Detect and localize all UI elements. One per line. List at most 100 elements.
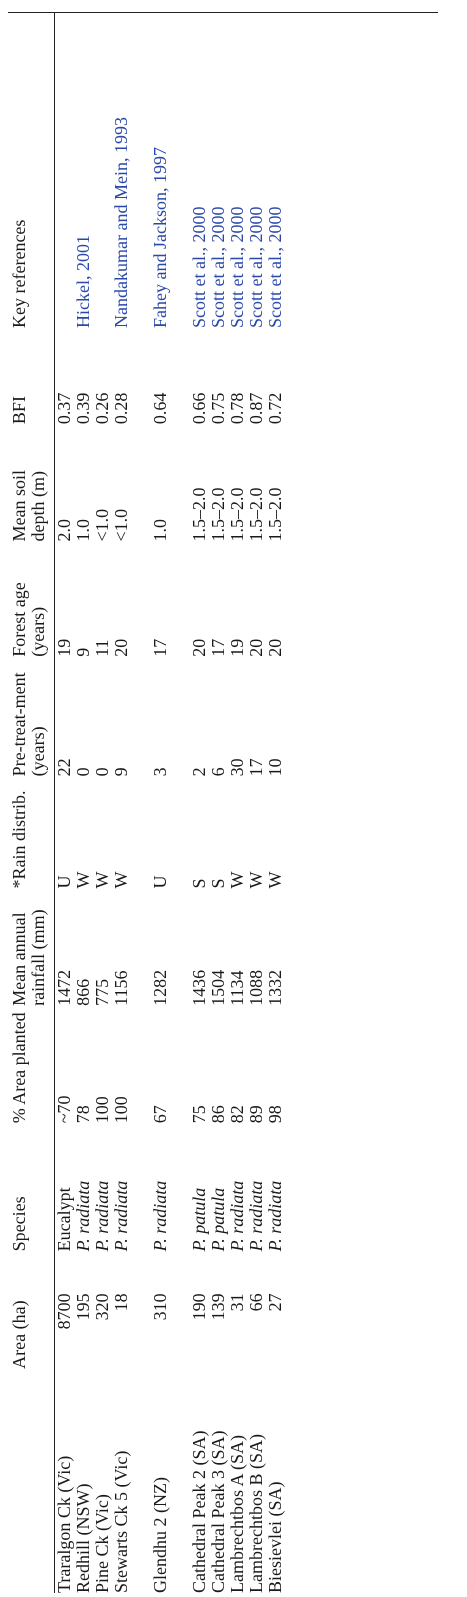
cell-bfi: 0.37 bbox=[54, 392, 74, 425]
cell-rainfall: 1282 bbox=[150, 969, 170, 1006]
cell-forest-age: 17 bbox=[150, 638, 170, 657]
cell-catchment: Lambrechtbos A (SA) bbox=[227, 1435, 247, 1593]
header-forest-age: Forest age (years) bbox=[9, 582, 48, 657]
cell-area: 8700 bbox=[54, 1293, 74, 1330]
cell-refs: Scott et al., 2000 bbox=[189, 206, 209, 328]
cell-rain-distrib: W bbox=[227, 871, 247, 889]
cell-area-planted: ~70 bbox=[54, 1095, 74, 1124]
header-refs: Key references bbox=[9, 219, 29, 328]
cell-area: 320 bbox=[92, 1293, 112, 1321]
cell-area-planted: 100 bbox=[111, 1096, 131, 1124]
cell-catchment: Biesievlei (SA) bbox=[265, 1481, 285, 1593]
table-row: Biesievlei (SA) 27 P. radiata 98 1332 W … bbox=[265, 13, 285, 1593]
catchment-table: Area (ha) Species % Area planted Mean an… bbox=[6, 13, 285, 1593]
cell-rain-distrib: U bbox=[54, 875, 74, 889]
cell-area-planted: 82 bbox=[227, 1105, 247, 1124]
cell-species: P. radiata bbox=[227, 1180, 247, 1252]
cell-rain-distrib: U bbox=[150, 875, 170, 889]
cell-pretreatment: 17 bbox=[246, 758, 266, 777]
cell-catchment: Glendhu 2 (NZ) bbox=[150, 1477, 170, 1593]
header-soil-depth: Mean soil depth (m) bbox=[9, 470, 48, 542]
cell-rain-distrib: S bbox=[189, 878, 209, 889]
cell-forest-age: 20 bbox=[265, 638, 285, 657]
cell-rainfall: 1472 bbox=[54, 969, 74, 1006]
cell-forest-age: 11 bbox=[92, 639, 112, 657]
cell-area: 139 bbox=[208, 1293, 228, 1321]
cell-soil-depth: <1.0 bbox=[111, 508, 131, 542]
cell-pretreatment: 6 bbox=[208, 767, 228, 777]
cell-area: 190 bbox=[189, 1293, 209, 1321]
header-bfi: BFI bbox=[9, 396, 29, 425]
cell-forest-age: 20 bbox=[189, 638, 209, 657]
cell-catchment: Lambrechtbos B (SA) bbox=[246, 1434, 266, 1593]
table-row: Redhill (NSW) 195 P. radiata 78 866 W 0 … bbox=[73, 13, 93, 1593]
cell-refs: Scott et al., 2000 bbox=[208, 206, 228, 328]
cell-area: 31 bbox=[227, 1293, 247, 1312]
cell-soil-depth: 2.0 bbox=[54, 519, 74, 542]
cell-catchment: Pine Ck (Vic) bbox=[92, 1494, 112, 1593]
header-area-planted: % Area planted bbox=[9, 1012, 29, 1124]
cell-forest-age: 20 bbox=[246, 638, 266, 657]
table-row: Traralgon Ck (Vic) 8700 Eucalypt ~70 147… bbox=[54, 13, 75, 1593]
cell-rain-distrib: W bbox=[92, 871, 112, 889]
cell-bfi: 0.64 bbox=[150, 392, 170, 425]
cell-refs: Fahey and Jackson, 1997 bbox=[150, 147, 170, 328]
cell-bfi: 0.75 bbox=[208, 392, 228, 425]
header-row: Area (ha) Species % Area planted Mean an… bbox=[6, 13, 55, 1593]
cell-soil-depth: 1.5–2.0 bbox=[189, 487, 209, 542]
cell-pretreatment: 3 bbox=[150, 767, 170, 777]
table-row: Cathedral Peak 2 (SA) 190 P. patula 75 1… bbox=[170, 13, 209, 1593]
table-row: Glendhu 2 (NZ) 310 P. radiata 67 1282 U … bbox=[131, 13, 170, 1593]
header-rainfall: Mean annual rainfall (mm) bbox=[9, 909, 48, 1006]
cell-pretreatment: 30 bbox=[227, 758, 247, 777]
cell-catchment: Traralgon Ck (Vic) bbox=[54, 1455, 74, 1593]
cell-soil-depth: 1.5–2.0 bbox=[227, 487, 247, 542]
cell-rainfall: 866 bbox=[73, 978, 93, 1006]
cell-refs: Nandakumar and Mein, 1993 bbox=[111, 117, 131, 328]
cell-bfi: 0.26 bbox=[92, 392, 112, 425]
cell-rainfall: 1436 bbox=[189, 969, 209, 1006]
cell-species: P. radiata bbox=[265, 1180, 285, 1252]
cell-soil-depth: 1.5–2.0 bbox=[208, 487, 228, 542]
table-row: Pine Ck (Vic) 320 P. radiata 100 775 W 0… bbox=[92, 13, 112, 1593]
cell-pretreatment: 10 bbox=[265, 758, 285, 777]
cell-area-planted: 98 bbox=[265, 1105, 285, 1124]
cell-species: P. radiata bbox=[73, 1180, 93, 1252]
cell-refs: Scott et al., 2000 bbox=[227, 206, 247, 328]
cell-area-planted: 89 bbox=[246, 1105, 266, 1124]
cell-pretreatment: 2 bbox=[189, 767, 209, 777]
cell-area-planted: 100 bbox=[92, 1096, 112, 1124]
cell-area-planted: 78 bbox=[73, 1105, 93, 1124]
cell-refs bbox=[55, 13, 75, 328]
cell-pretreatment: 22 bbox=[54, 758, 74, 777]
table-row: Lambrechtbos B (SA) 66 P. radiata 89 108… bbox=[246, 13, 266, 1593]
cell-species: P. radiata bbox=[111, 1180, 131, 1252]
cell-bfi: 0.87 bbox=[246, 392, 266, 425]
cell-rain-distrib: W bbox=[73, 871, 93, 889]
table-row: Cathedral Peak 3 (SA) 139 P. patula 86 1… bbox=[208, 13, 228, 1593]
cell-pretreatment: 9 bbox=[111, 767, 131, 777]
cell-rain-distrib: W bbox=[265, 871, 285, 889]
cell-refs bbox=[93, 13, 112, 328]
cell-bfi: 0.66 bbox=[189, 392, 209, 425]
cell-rainfall: 1088 bbox=[246, 969, 266, 1006]
cell-area: 310 bbox=[150, 1293, 170, 1321]
cell-catchment: Cathedral Peak 2 (SA) bbox=[189, 1430, 209, 1593]
cell-area-planted: 75 bbox=[189, 1105, 209, 1124]
cell-rainfall: 1156 bbox=[111, 970, 131, 1006]
cell-catchment: Stewarts Ck 5 (Vic) bbox=[111, 1450, 131, 1593]
cell-bfi: 0.78 bbox=[227, 392, 247, 425]
cell-species: P. radiata bbox=[150, 1180, 170, 1252]
header-species: Species bbox=[9, 1196, 29, 1252]
cell-rainfall: 1134 bbox=[227, 970, 247, 1006]
header-catchment bbox=[6, 1369, 55, 1593]
cell-area: 18 bbox=[111, 1293, 131, 1312]
cell-forest-age: 20 bbox=[111, 638, 131, 657]
cell-rain-distrib: W bbox=[246, 871, 266, 889]
table-row: Lambrechtbos A (SA) 31 P. radiata 82 113… bbox=[227, 13, 247, 1593]
cell-area: 27 bbox=[265, 1293, 285, 1312]
cell-species: P. radiata bbox=[246, 1180, 266, 1252]
header-rain-distrib: *Rain distrib. bbox=[9, 790, 29, 889]
header-area: Area (ha) bbox=[9, 1300, 29, 1369]
